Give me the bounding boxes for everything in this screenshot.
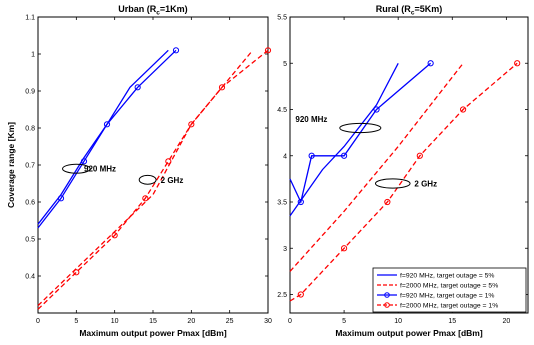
legend-marker — [384, 292, 390, 298]
series-point — [73, 269, 80, 276]
urban-x-axis-label: Maximum output power Pmax [dBm] — [79, 328, 227, 338]
rural-axis-ticks: 0 5 10 15 20 2.5 3 3.5 4 4.5 5 5.5 — [277, 15, 528, 325]
annotation-label: 2 GHz — [161, 176, 184, 185]
x-tick-label: 0 — [288, 318, 292, 325]
series-point — [142, 195, 149, 202]
rural-series-group — [289, 60, 521, 302]
series-line-2 — [37, 49, 177, 229]
annotation-ellipse — [374, 178, 411, 189]
series-line-1 — [289, 62, 464, 272]
urban-y-axis-label: Coverage range [Km] — [6, 122, 16, 208]
urban-annotations: 920 MHz 2 GHz — [62, 163, 184, 185]
x-tick-label: 10 — [394, 318, 402, 325]
series-point — [57, 195, 65, 202]
series-point — [297, 291, 304, 298]
y-tick-label: 1.1 — [25, 15, 35, 22]
series-point — [340, 152, 348, 159]
legend-marker — [384, 302, 390, 308]
annotation-ellipse — [62, 163, 91, 174]
x-tick-label: 20 — [187, 318, 195, 325]
urban-plot-area — [37, 16, 269, 314]
annotation-label: 920 MHz — [84, 165, 116, 174]
annotation-ellipse — [339, 122, 382, 134]
series-point — [218, 84, 226, 91]
series-point — [80, 158, 88, 165]
series-point — [384, 198, 391, 206]
series-line-2 — [289, 62, 432, 204]
x-tick-label: 5 — [342, 318, 346, 325]
y-tick-label: 0.8 — [25, 126, 35, 133]
series-point — [297, 198, 304, 206]
legend-label: f=920 MHz, target outage = 5% — [400, 273, 494, 280]
legend: f=920 MHz, target outage = 5% f=2000 MHz,… — [372, 267, 527, 313]
series-line-3 — [37, 49, 269, 310]
x-tick-label: 25 — [226, 318, 234, 325]
x-tick-label: 5 — [74, 318, 78, 325]
series-point — [103, 121, 111, 128]
annotation-label: 2 GHz — [414, 180, 437, 189]
series-line-3 — [289, 62, 518, 302]
series-point — [514, 60, 521, 67]
annotation-label: 920 MHz — [295, 115, 327, 124]
y-tick-label: 2.5 — [277, 292, 287, 299]
urban-series-group — [37, 47, 272, 310]
y-tick-label: 0.7 — [25, 163, 35, 170]
y-tick-label: 0.5 — [25, 237, 35, 244]
y-tick-label: 5.5 — [277, 15, 287, 22]
legend-box — [372, 267, 527, 313]
series-point — [427, 60, 434, 67]
y-tick-label: 3.5 — [277, 200, 287, 207]
rural-chart: Rural (Rc=5Km) Maximum output power Pmax… — [277, 4, 529, 338]
y-tick-label: 0.4 — [25, 274, 35, 281]
series-point — [264, 47, 272, 54]
rural-annotations: 920 MHz 2 GHz — [295, 115, 437, 189]
series-point — [165, 158, 172, 165]
series-line-0 — [37, 49, 169, 225]
series-point — [459, 106, 467, 113]
y-tick-label: 5 — [283, 61, 287, 68]
x-tick-label: 15 — [448, 318, 456, 325]
x-tick-label: 15 — [149, 318, 157, 325]
y-tick-label: 4.5 — [277, 107, 287, 114]
y-tick-label: 1 — [31, 52, 35, 59]
series-point — [373, 106, 380, 113]
series-point — [134, 84, 141, 91]
legend-label: f=2000 MHz, target outage = 1% — [400, 303, 498, 310]
y-tick-label: 4 — [283, 153, 287, 160]
y-tick-label: 0.6 — [25, 200, 35, 207]
rural-x-axis-label: Maximum output power Pmax [dBm] — [335, 328, 483, 338]
urban-axis-ticks: 0 5 10 15 20 25 30 0.4 0.5 0.6 0.7 0.8 0.9 1 1.1 — [25, 15, 272, 326]
rural-plot-area — [289, 16, 529, 314]
x-tick-label: 20 — [502, 318, 510, 325]
y-tick-label: 3 — [283, 246, 287, 253]
x-tick-label: 0 — [36, 318, 40, 325]
series-point — [340, 245, 348, 252]
x-tick-label: 10 — [111, 318, 119, 325]
series-point — [172, 47, 180, 54]
series-point — [416, 152, 423, 159]
y-tick-label: 0.9 — [25, 89, 35, 96]
urban-chart: Urban (Rc=1Km) Maximum output power Pmax… — [6, 4, 272, 338]
x-tick-label: 30 — [264, 318, 272, 325]
series-line-0 — [289, 62, 399, 217]
series-point — [111, 232, 118, 239]
urban-title: Urban (Rc=1Km) — [118, 4, 187, 17]
legend-label: f=920 MHz, target outage = 1% — [400, 293, 494, 300]
legend-label: f=2000 MHz, target outage = 5% — [400, 283, 498, 290]
series-point — [188, 121, 195, 128]
rural-title: Rural (Rc=5Km) — [376, 4, 442, 17]
series-point — [308, 152, 315, 159]
annotation-ellipse — [138, 174, 157, 185]
